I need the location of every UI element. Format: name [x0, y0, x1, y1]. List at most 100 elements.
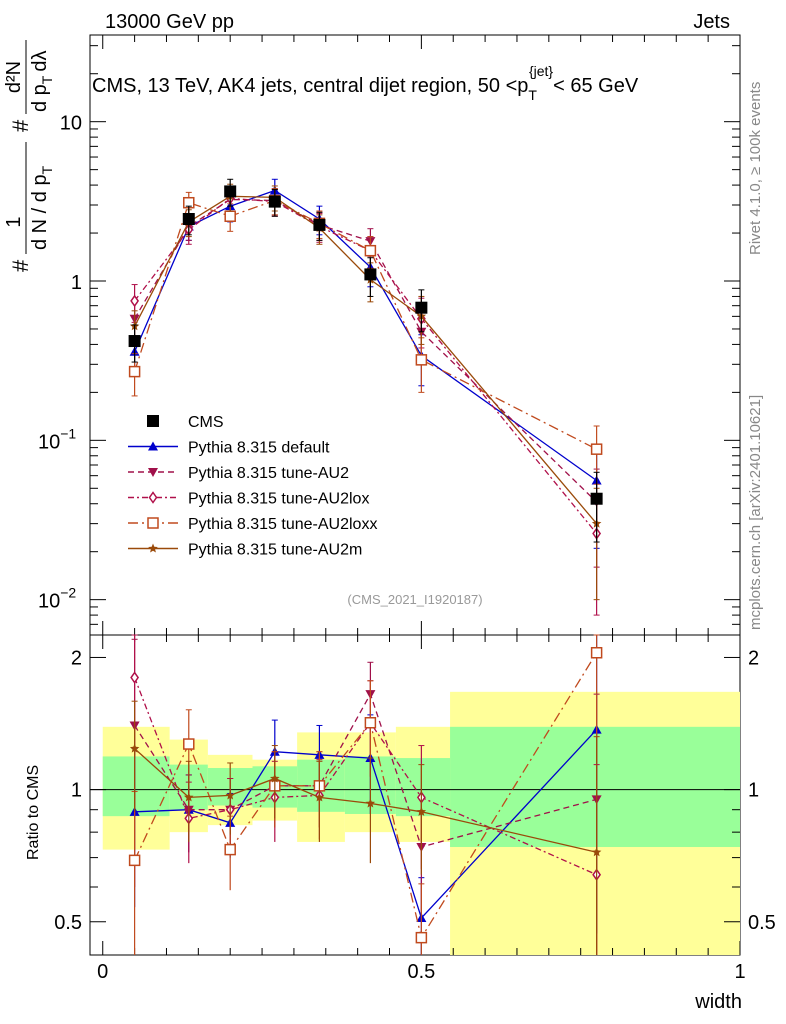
ratio-point-AU2loxx	[183, 738, 195, 750]
legend-label-AU2loxx: Pythia 8.315 tune-AU2loxx	[188, 516, 377, 533]
chart-title-post: < 65 GeV	[553, 75, 639, 97]
legend-marker-AU2lox	[148, 491, 158, 504]
main-axis-ticks: 10−2 10−1 1 10	[38, 35, 741, 636]
ratio-xtick-label-1: 0.5	[407, 961, 435, 983]
header-left: 13000 GeV pp	[105, 11, 234, 33]
ratio-point-AU2loxx	[415, 931, 428, 944]
legend-marker-AU2m	[148, 543, 158, 553]
ratio-line-AU2m	[134, 748, 597, 853]
ratio-xtick-label-2: 1	[734, 961, 745, 983]
header-right: Jets	[693, 11, 730, 33]
legend-label-CMS: CMS	[188, 414, 224, 431]
legend-label-AU2m: Pythia 8.315 tune-AU2m	[188, 542, 362, 559]
ratio-series	[128, 634, 603, 955]
uncertainty-band-inner-7	[450, 726, 740, 848]
ratio-bands	[102, 691, 740, 955]
ylabel-dl: dλ	[29, 51, 51, 72]
ratio-point-AU2loxx	[224, 843, 236, 856]
main-point-AU2loxx	[224, 210, 236, 222]
main-point-CMS	[313, 218, 326, 231]
ratio-point-AU2m	[225, 790, 235, 800]
svg-text:d N / d pT: d N / d pT	[29, 165, 55, 250]
mcplots-label: mcplots.cern.ch [arXiv:2401.10621]	[747, 395, 764, 630]
main-point-CMS	[182, 213, 195, 226]
ylabel-hash2: #	[8, 119, 33, 132]
svg-text:d pTdλ: d pTdλ	[29, 51, 55, 113]
main-line-AU2loxx	[133, 199, 597, 450]
ratio-line-AU2loxx	[134, 652, 598, 940]
main-point-AU2loxx	[590, 443, 603, 455]
analysis-watermark: (CMS_2021_I1920187)	[347, 592, 482, 607]
chart-title-pre: CMS, 13 TeV, AK4 jets, central dijet reg…	[92, 75, 528, 97]
svg-text:1: 1	[3, 216, 25, 227]
main-ytick-label-0: 10−2	[38, 585, 76, 613]
ratio-point-AU2m	[184, 792, 194, 802]
chart-title: CMS, 13 TeV, AK4 jets, central dijet reg…	[92, 63, 639, 103]
main-ytick-label-1: 10−1	[38, 425, 76, 453]
ratio-point-AU2m	[416, 806, 427, 816]
ylabel-dp: d p	[29, 84, 51, 112]
main-line-AU2lox	[134, 197, 598, 534]
ratio-ytick-label-left-2: 2	[71, 647, 82, 669]
main-point-CMS	[415, 301, 428, 314]
main-series-AU2	[129, 187, 602, 568]
ratio-ytick-label-left-1: 1	[71, 780, 82, 802]
uncertainty-band-inner-6	[395, 758, 451, 817]
main-point-CMS	[590, 492, 603, 505]
ylabel-T2: T	[39, 75, 55, 84]
ratio-line-default	[134, 729, 598, 920]
legend-label-AU2lox: Pythia 8.315 tune-AU2lox	[188, 491, 369, 508]
chart-title-sup: {jet}	[529, 63, 553, 79]
ylabel-dN: d N / d p	[29, 174, 51, 250]
legend-marker-AU2loxx	[147, 517, 159, 529]
svg-text:#: #	[8, 119, 33, 132]
ratio-ytick-label-right-1: 1	[748, 780, 759, 802]
main-point-CMS	[364, 268, 377, 281]
ratio-ylabel: Ratio to CMS	[25, 765, 42, 860]
main-point-AU2loxx	[415, 354, 428, 366]
svg-text:#: #	[8, 259, 33, 272]
ylabel-one: 1	[3, 216, 25, 227]
main-point-CMS	[224, 185, 237, 198]
ratio-point-AU2m	[270, 773, 280, 783]
main-point-CMS	[268, 195, 281, 208]
rivet-label: Rivet 4.1.0, ≥ 100k events	[747, 82, 764, 255]
legend-marker-default	[148, 441, 158, 451]
main-ytick-label-2: 1	[71, 272, 82, 294]
ratio-ytick-label-right-2: 2	[748, 647, 759, 669]
main-series	[128, 178, 603, 616]
uncertainty-band-inner-0	[102, 756, 170, 817]
ratio-point-AU2m	[129, 743, 140, 753]
ylabel-hash: #	[8, 259, 33, 272]
ratio-line-AU2lox	[133, 677, 597, 876]
ratio-point-AU2loxx	[590, 646, 603, 659]
legend-label-default: Pythia 8.315 default	[188, 440, 330, 457]
legend-marker-AU2	[148, 468, 158, 477]
ratio-xtick-label-0: 0	[97, 961, 108, 983]
ratio-point-AU2m	[365, 798, 376, 808]
main-ylabel: # 1 d N / d pT # d²N d pTdλ	[3, 40, 55, 272]
main-line-default	[134, 189, 597, 482]
main-line-AU2m	[134, 195, 598, 525]
main-line-AU2	[134, 198, 598, 503]
ratio-point-AU2lox	[130, 671, 140, 684]
ylabel-T1: T	[39, 165, 55, 174]
x-axis-label: width	[694, 991, 742, 1013]
legend-marker-CMS	[147, 415, 159, 427]
ratio-point-AU2m	[314, 792, 325, 802]
ratio-point-AU2loxx	[364, 717, 377, 729]
svg-text:d²N: d²N	[3, 61, 25, 93]
main-point-AU2loxx	[128, 365, 141, 378]
legend: CMS Pythia 8.315 default Pythia 8.315 tune…	[128, 414, 377, 559]
legend-label-AU2: Pythia 8.315 tune-AU2	[188, 465, 349, 482]
main-series-CMS	[128, 178, 603, 543]
main-point-CMS	[128, 335, 141, 348]
ratio-axis-ticks: 0.5 0.5 1 1 2 2 0 0.5 1	[54, 635, 776, 983]
main-point-AU2loxx	[364, 244, 377, 257]
ratio-point-AU2m	[591, 847, 602, 857]
main-point-AU2lox	[130, 294, 140, 308]
chart-title-sub: T	[528, 87, 537, 103]
ratio-series-AU2m	[129, 700, 602, 955]
ylabel-d2N: d²N	[3, 61, 25, 93]
